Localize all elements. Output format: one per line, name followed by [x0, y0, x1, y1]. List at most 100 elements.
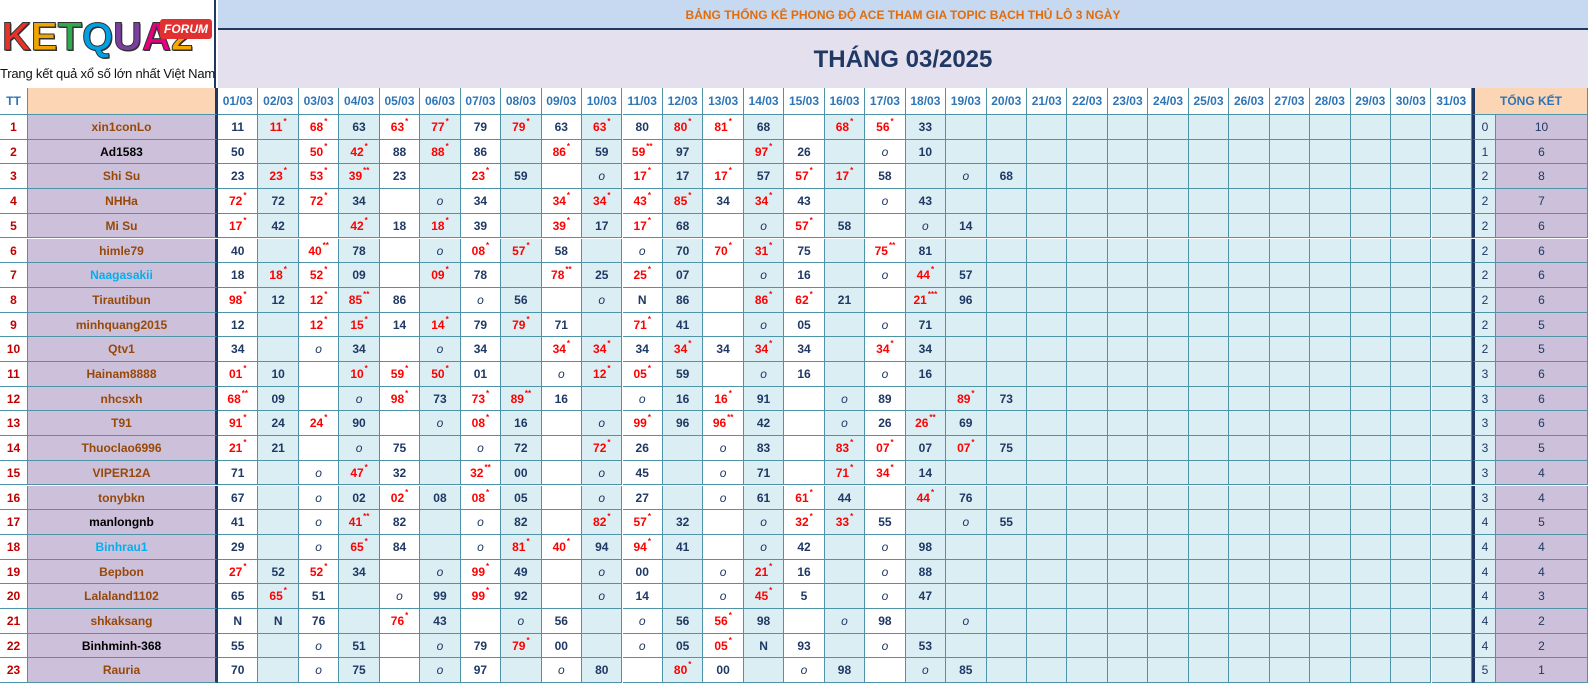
day-column-header[interactable]: 04/03	[339, 88, 380, 115]
day-cell[interactable]: 56	[662, 609, 704, 634]
day-cell[interactable]: 97	[460, 658, 502, 684]
day-cell[interactable]: o	[622, 238, 663, 264]
day-cell[interactable]: 23	[379, 164, 421, 190]
day-cell[interactable]: o	[298, 658, 340, 684]
member-name[interactable]: Naagasakii	[28, 263, 218, 288]
day-cell[interactable]	[1431, 411, 1472, 437]
day-cell[interactable]	[1310, 189, 1351, 214]
member-name[interactable]: nhcsxh	[28, 386, 218, 412]
day-cell[interactable]: o	[541, 362, 583, 387]
day-cell[interactable]: o	[582, 287, 623, 313]
day-column-header[interactable]: 27/03	[1269, 88, 1311, 115]
day-cell[interactable]	[1067, 386, 1108, 412]
day-cell[interactable]	[1431, 312, 1472, 338]
day-cell[interactable]	[541, 287, 583, 313]
day-cell[interactable]	[1350, 559, 1392, 585]
day-cell[interactable]: 63	[339, 115, 380, 140]
day-cell[interactable]: 16	[662, 386, 704, 412]
member-name[interactable]: Thuoclao6996	[28, 436, 218, 461]
day-cell[interactable]: 26**	[905, 411, 947, 437]
member-name[interactable]: Bepbon	[28, 559, 218, 585]
day-cell[interactable]	[905, 164, 947, 190]
day-column-header[interactable]: 23/03	[1107, 88, 1149, 115]
day-cell[interactable]: 09	[258, 386, 299, 412]
day-cell[interactable]	[703, 139, 744, 165]
day-cell[interactable]: 01*	[218, 362, 259, 387]
day-cell[interactable]: 68	[662, 213, 704, 239]
day-cell[interactable]: 79*	[501, 312, 542, 338]
day-cell[interactable]: 40**	[298, 238, 340, 264]
day-cell[interactable]	[1431, 139, 1472, 165]
day-cell[interactable]	[1027, 238, 1068, 264]
day-cell[interactable]: 42*	[339, 213, 380, 239]
day-cell[interactable]: 26	[865, 411, 906, 437]
day-cell[interactable]	[703, 534, 744, 560]
day-cell[interactable]: o	[298, 337, 340, 362]
day-column-header[interactable]: 10/03	[582, 88, 623, 115]
day-cell[interactable]: 86*	[743, 287, 785, 313]
day-column-header[interactable]: 13/03	[703, 88, 744, 115]
day-cell[interactable]	[460, 609, 502, 634]
day-cell[interactable]	[420, 510, 461, 535]
day-cell[interactable]	[1391, 164, 1432, 190]
day-cell[interactable]	[1431, 485, 1472, 511]
day-cell[interactable]	[1027, 411, 1068, 437]
day-cell[interactable]	[1067, 658, 1108, 684]
day-cell[interactable]	[1027, 386, 1068, 412]
day-cell[interactable]: o	[743, 263, 785, 288]
day-cell[interactable]	[1350, 633, 1392, 659]
day-cell[interactable]	[1310, 263, 1351, 288]
day-cell[interactable]	[1148, 411, 1189, 437]
day-cell[interactable]: 02	[339, 485, 380, 511]
day-cell[interactable]: 17	[662, 164, 704, 190]
day-cell[interactable]: 79	[460, 312, 502, 338]
day-cell[interactable]	[1350, 485, 1392, 511]
day-cell[interactable]: 17	[582, 213, 623, 239]
day-cell[interactable]: 39	[460, 213, 502, 239]
day-cell[interactable]: 69	[946, 411, 987, 437]
day-cell[interactable]: 50	[218, 139, 259, 165]
day-cell[interactable]: 79	[460, 115, 502, 140]
day-cell[interactable]: 34	[339, 337, 380, 362]
day-cell[interactable]	[784, 411, 825, 437]
day-cell[interactable]	[1027, 633, 1068, 659]
day-cell[interactable]	[1310, 633, 1351, 659]
day-cell[interactable]: 42*	[339, 139, 380, 165]
member-name[interactable]: Tirautibun	[28, 287, 218, 313]
day-cell[interactable]: o	[420, 411, 461, 437]
member-name[interactable]: Qtv1	[28, 337, 218, 362]
day-cell[interactable]: 34*	[541, 337, 583, 362]
member-name[interactable]: shkaksang	[28, 609, 218, 634]
day-cell[interactable]: 17*	[703, 164, 744, 190]
day-cell[interactable]	[1350, 510, 1392, 535]
day-cell[interactable]	[1107, 189, 1149, 214]
day-cell[interactable]: 98	[865, 609, 906, 634]
day-cell[interactable]: 52*	[298, 263, 340, 288]
day-cell[interactable]	[946, 362, 987, 387]
day-cell[interactable]	[703, 362, 744, 387]
day-cell[interactable]	[1148, 287, 1189, 313]
day-cell[interactable]	[824, 362, 866, 387]
day-cell[interactable]: o	[865, 633, 906, 659]
day-cell[interactable]	[1391, 584, 1432, 609]
day-cell[interactable]: 71	[541, 312, 583, 338]
day-cell[interactable]	[1027, 534, 1068, 560]
day-cell[interactable]: 71	[218, 460, 259, 486]
day-cell[interactable]: 94	[582, 534, 623, 560]
day-cell[interactable]	[946, 115, 987, 140]
day-cell[interactable]: 34*	[582, 189, 623, 214]
day-column-header[interactable]: 31/03	[1431, 88, 1472, 115]
day-cell[interactable]: 99	[420, 584, 461, 609]
day-cell[interactable]: 23	[218, 164, 259, 190]
day-column-header[interactable]: 22/03	[1067, 88, 1108, 115]
day-cell[interactable]: 67	[218, 485, 259, 511]
day-cell[interactable]: 56*	[703, 609, 744, 634]
day-cell[interactable]	[1269, 164, 1311, 190]
day-cell[interactable]	[1188, 584, 1230, 609]
day-cell[interactable]	[1067, 510, 1108, 535]
day-cell[interactable]: 12*	[298, 312, 340, 338]
day-cell[interactable]	[622, 658, 663, 684]
day-cell[interactable]	[865, 485, 906, 511]
day-cell[interactable]: 75	[339, 658, 380, 684]
day-cell[interactable]: 75	[784, 238, 825, 264]
